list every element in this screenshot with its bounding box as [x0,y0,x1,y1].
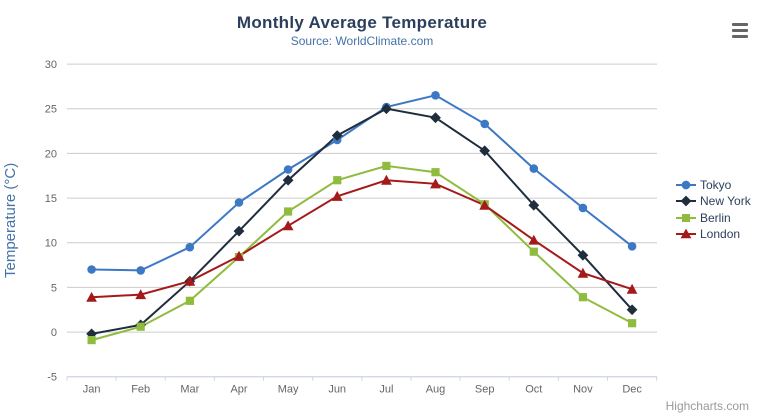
svg-text:Jan: Jan [83,384,101,396]
svg-text:May: May [278,384,299,396]
svg-text:20: 20 [45,148,57,160]
svg-text:15: 15 [45,193,57,205]
svg-text:Jun: Jun [328,384,346,396]
svg-text:Dec: Dec [622,384,642,396]
svg-text:0: 0 [51,327,57,339]
svg-text:5: 5 [51,282,57,294]
svg-text:Aug: Aug [426,384,446,396]
svg-text:Sep: Sep [475,384,495,396]
svg-text:Oct: Oct [525,384,542,396]
svg-text:25: 25 [45,104,57,116]
svg-text:10: 10 [45,238,57,250]
svg-text:Mar: Mar [180,384,199,396]
svg-text:Jul: Jul [379,384,393,396]
svg-text:30: 30 [45,59,57,71]
svg-text:-5: -5 [47,372,57,384]
svg-text:Feb: Feb [131,384,150,396]
svg-text:Nov: Nov [573,384,593,396]
svg-text:Apr: Apr [230,384,247,396]
